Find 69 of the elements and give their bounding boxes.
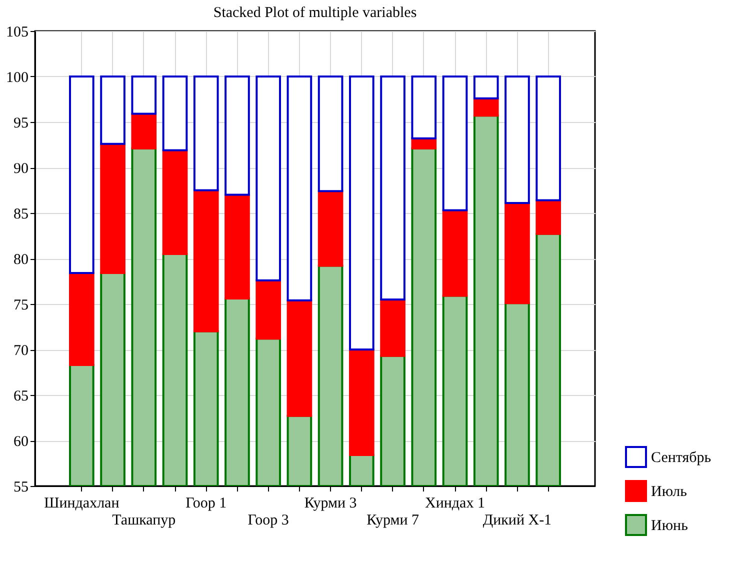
bar [504,202,530,304]
bar [256,338,281,486]
x-tick-label: Дикий Х-1 [482,512,552,528]
bar [380,298,406,357]
x-tick-label: Хиндах 1 [425,496,485,512]
bar [100,272,126,486]
bar [536,232,561,486]
x-tick-label: Курми 7 [366,512,420,528]
bar [286,76,312,302]
bar [536,199,561,235]
bar [442,76,468,212]
bar [380,76,406,300]
bar [100,142,126,274]
legend-label: Июнь [651,518,688,534]
bar [442,294,468,486]
bar [318,76,344,192]
chart-title: Stacked Plot of multiple variables [213,5,417,21]
bar [162,149,188,255]
bar [349,454,374,486]
bar [286,299,312,417]
y-tick-label: 75 [14,298,28,314]
x-tick-label: Ташкапур [112,512,176,528]
x-tick-label: Курми 3 [304,496,357,512]
bar [69,272,94,366]
bar [411,76,437,140]
bar [349,348,374,456]
bar [131,76,157,115]
y-tick-label: 105 [6,24,28,40]
bar [193,189,219,332]
bar [69,364,94,486]
bar [536,76,561,202]
y-tick-label: 60 [14,434,28,450]
bar [224,76,250,196]
bar [224,298,250,486]
y-tick-label: 65 [14,388,28,404]
bar [473,76,499,100]
bar [504,302,530,486]
bar [100,76,126,145]
bar [193,330,219,486]
y-tick-label: 90 [14,161,28,177]
bar [69,76,94,274]
x-tick-label: Гоор 3 [248,512,289,528]
y-tick-label: 70 [14,343,28,359]
bar [256,76,281,282]
bar [504,76,530,204]
bar [224,194,250,300]
bar [473,114,499,486]
x-tick-label: Шиндахлан [44,496,120,512]
legend-label: Июль [651,484,688,500]
bar [131,147,157,486]
bar [318,264,344,486]
y-tick-label: 80 [14,252,28,268]
y-tick-label: 100 [6,70,28,86]
bar [318,190,344,267]
bar [286,414,312,486]
bar [442,209,468,297]
bar [193,76,219,192]
bar [380,354,406,486]
y-tick-label: 85 [14,206,28,222]
bar [349,76,374,350]
legend-label: Сентябрь [651,450,712,466]
bar [411,147,437,486]
bar [256,279,281,340]
y-tick-label: 95 [14,116,28,132]
x-tick-label: Гоор 1 [186,496,227,512]
y-tick-label: 55 [14,480,28,496]
bar [162,252,188,486]
bar [162,76,188,152]
bar [131,112,157,150]
